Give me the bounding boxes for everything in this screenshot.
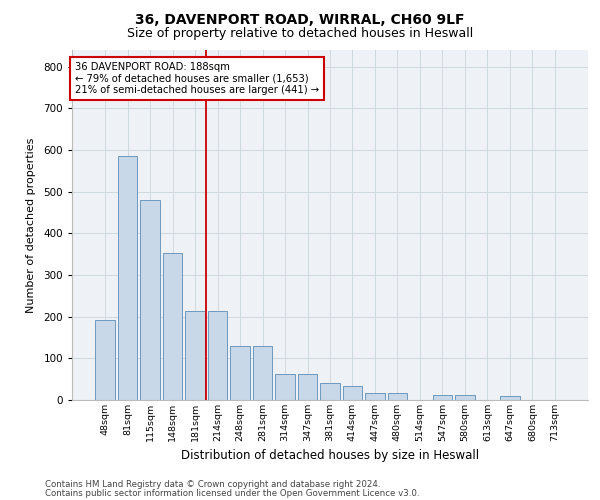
X-axis label: Distribution of detached houses by size in Heswall: Distribution of detached houses by size … [181,450,479,462]
Bar [365,392,385,400]
Bar [433,395,452,400]
Bar [95,320,115,400]
Bar [185,311,205,400]
Y-axis label: Number of detached properties: Number of detached properties [26,138,37,312]
Bar [230,346,250,400]
Bar [343,386,362,400]
Bar [118,156,137,400]
Bar [320,384,340,400]
Text: Size of property relative to detached houses in Heswall: Size of property relative to detached ho… [127,28,473,40]
Bar [163,254,182,400]
Bar [455,395,475,400]
Bar [275,374,295,400]
Text: 36 DAVENPORT ROAD: 188sqm
← 79% of detached houses are smaller (1,653)
21% of se: 36 DAVENPORT ROAD: 188sqm ← 79% of detac… [74,62,319,96]
Bar [500,396,520,400]
Bar [253,346,272,400]
Bar [388,392,407,400]
Text: 36, DAVENPORT ROAD, WIRRAL, CH60 9LF: 36, DAVENPORT ROAD, WIRRAL, CH60 9LF [135,12,465,26]
Text: Contains HM Land Registry data © Crown copyright and database right 2024.: Contains HM Land Registry data © Crown c… [45,480,380,489]
Bar [140,200,160,400]
Text: Contains public sector information licensed under the Open Government Licence v3: Contains public sector information licen… [45,489,419,498]
Bar [208,311,227,400]
Bar [298,374,317,400]
